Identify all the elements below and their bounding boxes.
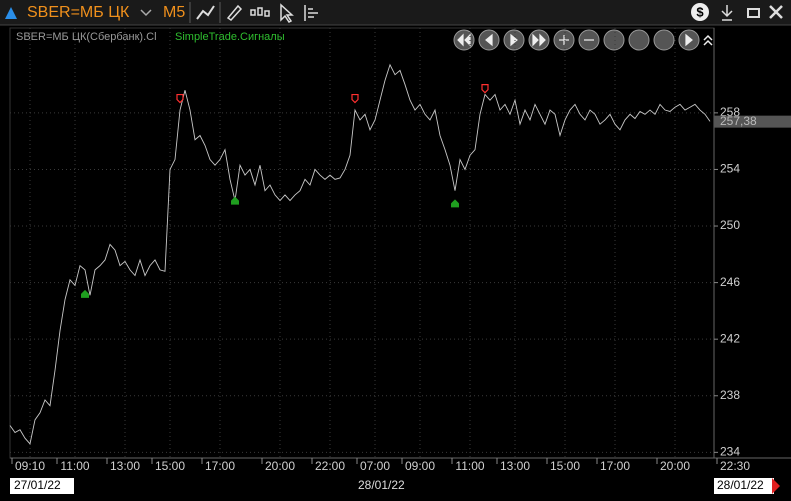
- x-tick-label: 20:00: [660, 459, 690, 473]
- toolbar-icons: [189, 2, 318, 23]
- x-tick-label: 09:00: [405, 459, 435, 473]
- collapse-icon[interactable]: [5, 7, 17, 19]
- symbol-dropdown[interactable]: [140, 9, 152, 17]
- y-tick-label: 258: [720, 105, 740, 119]
- currency-button[interactable]: [691, 3, 709, 21]
- x-tick-label: 09:10: [15, 459, 45, 473]
- price-line: [9, 63, 711, 445]
- signals-legend: SimpleTrade.Сигналы: [175, 31, 285, 43]
- download-button[interactable]: [721, 5, 733, 21]
- nav-button[interactable]: [453, 29, 475, 51]
- sell-signal: [481, 84, 489, 94]
- nav-button[interactable]: [628, 29, 650, 51]
- x-tick-label: 20:00: [265, 459, 295, 473]
- x-tick-label: 13:00: [500, 459, 530, 473]
- x-tick-label: 11:00: [455, 459, 484, 473]
- y-tick-label: 238: [720, 388, 740, 402]
- sell-signal: [176, 93, 184, 104]
- nav-button[interactable]: [528, 29, 550, 51]
- levels-button[interactable]: [304, 5, 318, 21]
- currency-icon: $: [696, 4, 704, 19]
- x-tick-label: 15:00: [550, 459, 580, 473]
- cursor-button[interactable]: [280, 3, 294, 23]
- symbol[interactable]: SBER=МБ ЦК: [27, 4, 130, 21]
- date-label: 28/01/22: [358, 478, 405, 492]
- date-label: 27/01/22: [14, 478, 61, 492]
- y-tick-label: 246: [720, 275, 740, 289]
- sell-signal: [351, 93, 359, 104]
- scroll-up[interactable]: [703, 34, 713, 46]
- timeframe[interactable]: M5: [163, 4, 185, 21]
- x-tick-label: 17:00: [205, 459, 235, 473]
- buy-signal: [451, 199, 459, 208]
- y-tick-label: 250: [720, 218, 740, 232]
- nav-button[interactable]: [653, 29, 675, 51]
- buy-signal: [231, 196, 239, 205]
- nav-buttons: [453, 29, 700, 51]
- close-button[interactable]: [769, 5, 783, 19]
- x-tick-label: 22:00: [315, 459, 345, 473]
- x-tick-label: 17:00: [600, 459, 630, 473]
- last-price-label: 257,38: [720, 114, 757, 128]
- x-tick-label: 07:00: [360, 459, 390, 473]
- y-tick-label: 254: [720, 162, 740, 176]
- x-tick-label: 15:00: [155, 459, 185, 473]
- y-tick-label: 234: [720, 445, 740, 459]
- nav-button[interactable]: [603, 29, 625, 51]
- date-box: [714, 478, 774, 494]
- toolbar: [0, 0, 791, 25]
- date-label: 28/01/22: [717, 478, 764, 492]
- x-tick-label: 11:00: [60, 459, 89, 473]
- plot-area: [9, 27, 715, 459]
- buy-signal: [81, 289, 89, 298]
- line-chart-button[interactable]: [196, 5, 215, 20]
- indicators-button[interactable]: [250, 7, 270, 17]
- y-tick-label: 242: [720, 331, 740, 345]
- x-tick-label: 22:30: [720, 459, 750, 473]
- draw-button[interactable]: [226, 4, 243, 21]
- x-tick-label: 13:00: [110, 459, 140, 473]
- scroll-right[interactable]: [772, 478, 780, 494]
- series-legend: SBER=МБ ЦК(Сбербанк).Cl: [16, 31, 157, 43]
- minimize-button[interactable]: [747, 8, 760, 18]
- date-box: [10, 478, 74, 494]
- last-price-box: [714, 115, 791, 128]
